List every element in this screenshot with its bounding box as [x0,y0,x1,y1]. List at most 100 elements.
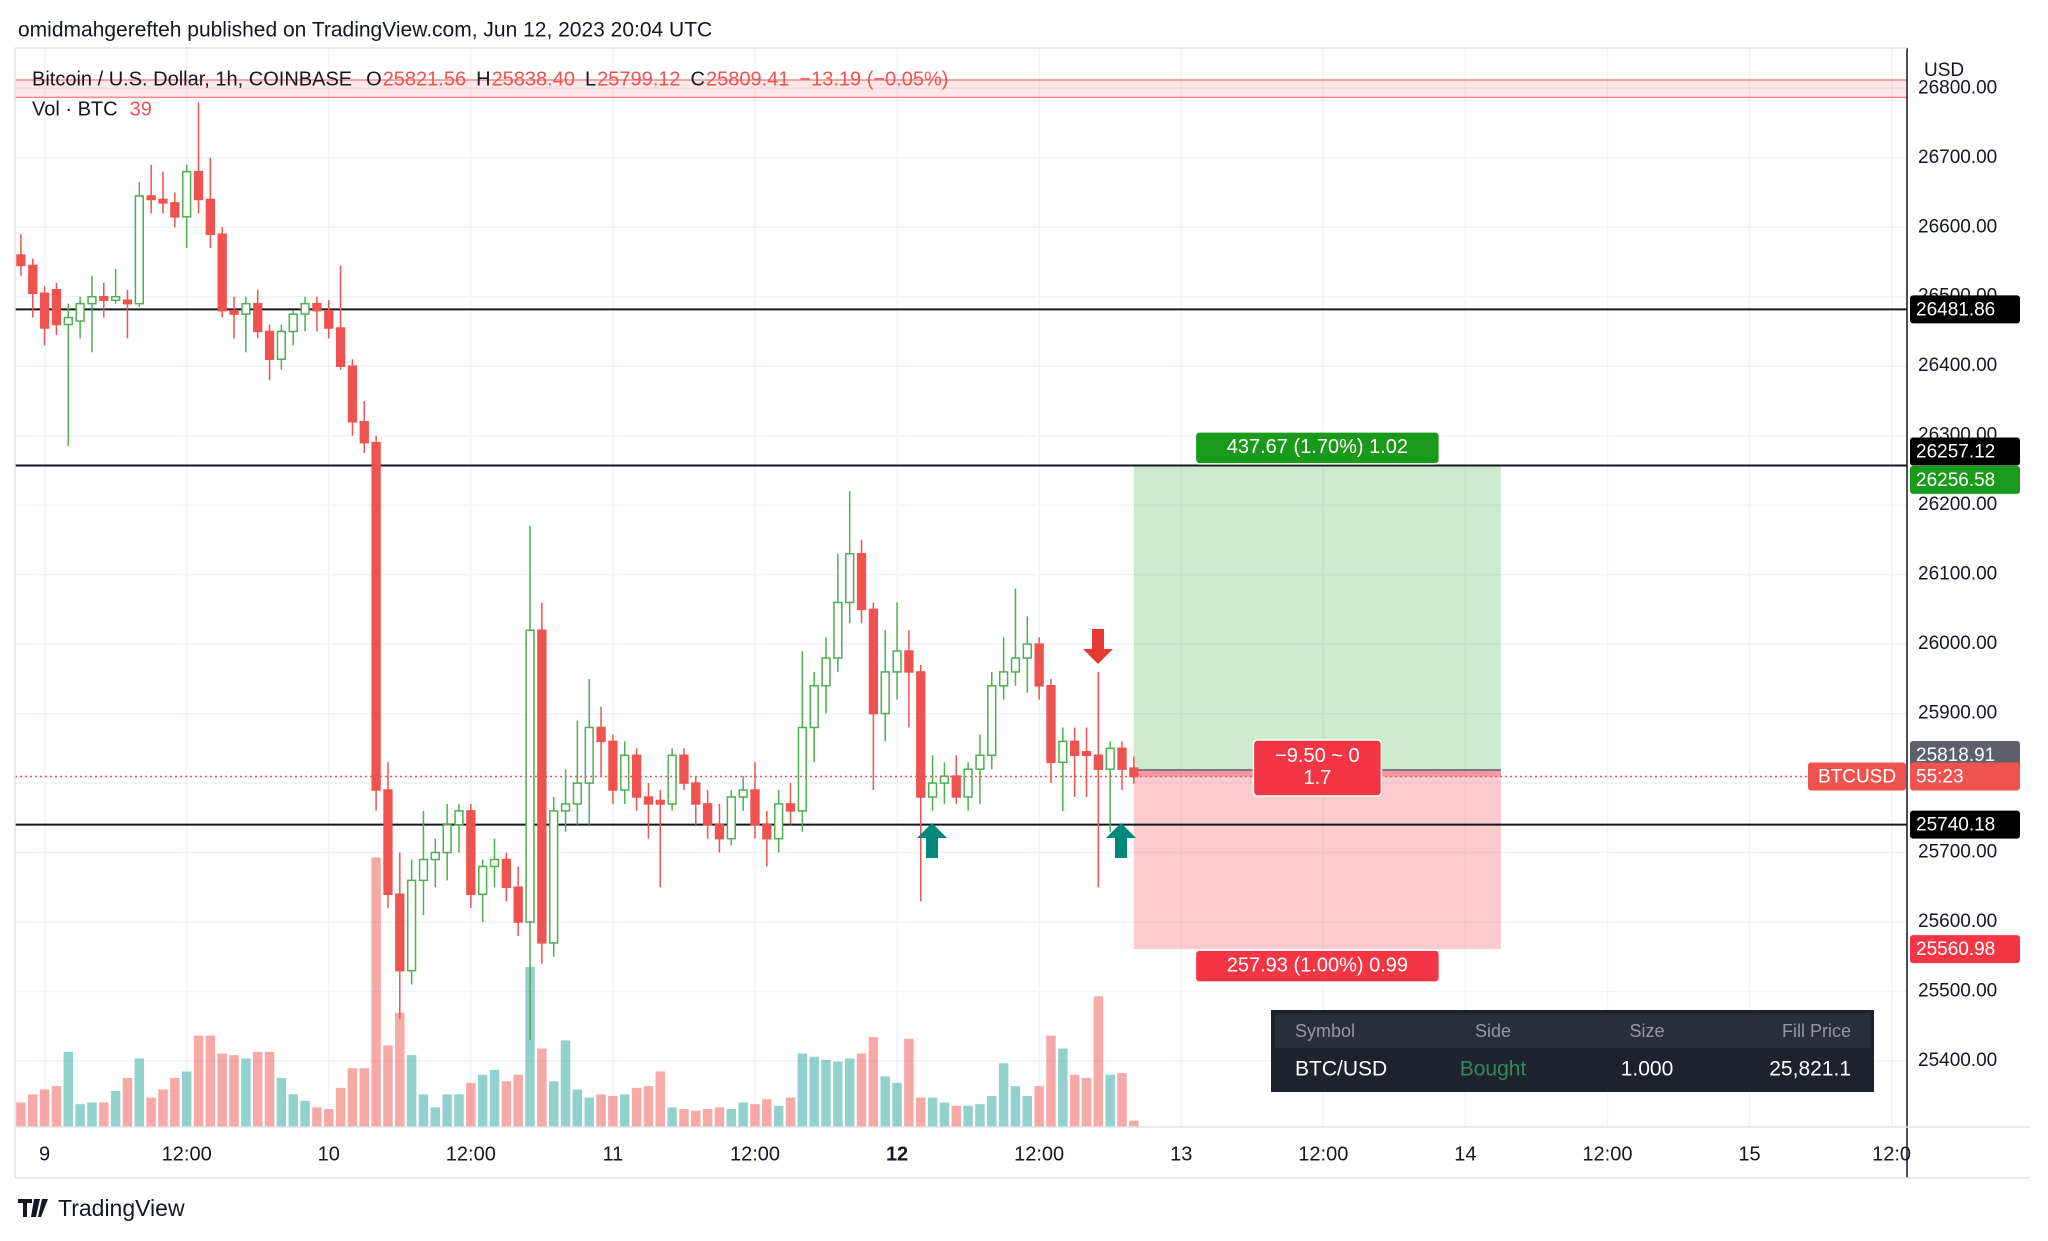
volume-bar [537,1048,547,1127]
legend-value: 25809.41 [706,68,789,90]
candle-body [205,198,216,235]
volume-bar [288,1094,298,1127]
sell-arrow [1083,629,1113,664]
x-tick-label: 13 [1170,1143,1192,1165]
price-label: 25560.98 [1916,939,1995,960]
volume-bar [608,1095,618,1127]
volume-bar [477,1074,488,1127]
candle-body [335,327,346,367]
candle-body [1022,643,1032,659]
volume-bar [631,1087,642,1127]
volume-bar [939,1102,950,1127]
candle-body [1081,751,1092,757]
volume-bar [572,1089,583,1127]
y-tick-label: 26000.00 [1918,633,1997,654]
price-label: 26481.86 [1916,299,1995,320]
price-label-box [1910,295,2020,324]
candle-body [312,302,322,312]
candle-body [466,810,476,895]
volume-bar [110,1091,121,1127]
candle-body [856,553,867,611]
volume-bar [643,1086,654,1127]
price-label-box [1910,465,2020,494]
table-cell: Bought [1460,1058,1527,1081]
candle-body [809,685,819,729]
volume-bar [525,966,535,1127]
candle-body [1093,754,1103,770]
table-header: Fill Price [1782,1021,1851,1041]
x-tick-label: 9 [39,1143,50,1165]
candle-body [655,799,665,805]
candle-body [939,775,950,784]
pnl-label: −9.50 ~ 0 [1275,745,1360,767]
candle-body [1070,740,1080,757]
volume-bar [762,1099,772,1127]
price-label: 26256.58 [1916,470,1995,491]
volume-bar [158,1089,168,1127]
volume-bar [963,1105,973,1127]
volume-bar [75,1104,85,1127]
volume-bar [205,1035,216,1127]
volume-bar [99,1102,109,1127]
volume-bar [146,1097,156,1127]
symbol-label: BTCUSD [1818,767,1896,788]
symbol-title: Bitcoin / U.S. Dollar, 1h, COINBASE [32,68,352,90]
buy-arrow [1106,823,1136,858]
price-label-box [1910,437,2020,466]
volume-bar [714,1107,725,1127]
volume-bar [785,1097,796,1127]
candle-body [51,289,62,326]
table-header: Side [1475,1021,1511,1041]
candle-body [572,782,583,805]
candle-body [288,313,298,333]
currency: USD [1924,60,1964,81]
candle-body [478,865,488,895]
volume-bar [359,1068,370,1127]
candle-body [880,671,890,715]
table-cell: BTC/USD [1295,1058,1387,1081]
candle-body [122,299,133,305]
candle-body [975,754,985,770]
candle-body [584,726,594,784]
candle-body [951,775,961,798]
candle-body [28,264,38,295]
volume-bar [276,1078,287,1127]
trade-table-header [1275,1014,1870,1048]
target-zone [1133,465,1501,770]
volume-bar [548,1081,559,1127]
candle-body [489,858,500,868]
candle-body [596,726,606,743]
volume-bar [998,1063,1009,1127]
candle-body [63,316,73,326]
volume-bar [987,1095,997,1127]
candle-body [229,309,239,315]
volume-bar [880,1076,890,1127]
candle-body [513,886,523,923]
candle-body [182,170,192,218]
x-tick-label: 10 [318,1143,340,1165]
volume-bar [1058,1048,1068,1127]
y-tick-label: 25400.00 [1918,1050,1997,1071]
volume-bar [1046,1035,1056,1127]
price-label: 25740.18 [1916,815,1995,836]
y-tick-label: 26600.00 [1918,216,1997,237]
time-axis [0,1127,2048,1178]
candle-body [785,803,796,812]
plot: 437.67 (1.70%) 1.02 257.93 (1.00%) 0.99 −9… [0,47,2048,1179]
candle-body [833,601,843,659]
volume-bar [217,1053,227,1127]
candle-body [750,789,760,826]
legend-key: C [691,68,705,90]
volume-bar [892,1082,902,1127]
candle-body [738,789,748,798]
volume-bar [1093,996,1104,1127]
volume-bar [679,1109,689,1127]
candle-body [501,858,512,889]
volume-bar [383,1045,393,1127]
candle-body [193,170,204,201]
volume-bar [750,1104,760,1127]
candle-body [1046,685,1056,763]
candle-body [691,782,701,805]
countdown: 55:23 [1916,767,1964,788]
